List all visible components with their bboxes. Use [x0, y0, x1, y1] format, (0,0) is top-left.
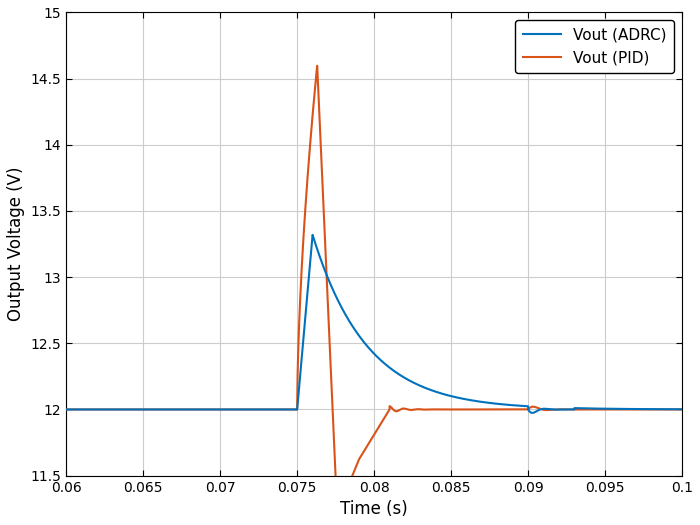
Vout (PID) — [313, 62, 321, 69]
X-axis label: Time (s): Time (s) — [340, 500, 408, 518]
Line: Vout (PID): Vout (PID) — [66, 66, 682, 512]
Vout (PID) — [99, 406, 107, 413]
Vout (ADRC) — [88, 406, 96, 413]
Vout (PID) — [65, 406, 74, 413]
Vout (PID) — [88, 406, 96, 413]
Vout (ADRC) — [678, 406, 686, 413]
Vout (PID) — [62, 406, 71, 413]
Line: Vout (ADRC): Vout (ADRC) — [66, 235, 682, 413]
Vout (ADRC) — [528, 410, 536, 416]
Vout (ADRC) — [309, 232, 317, 238]
Legend: Vout (ADRC), Vout (PID): Vout (ADRC), Vout (PID) — [515, 20, 674, 73]
Vout (ADRC) — [183, 406, 191, 413]
Vout (PID) — [363, 443, 372, 449]
Vout (ADRC) — [62, 406, 71, 413]
Vout (PID) — [645, 406, 654, 413]
Vout (PID) — [183, 406, 191, 413]
Vout (ADRC) — [99, 406, 107, 413]
Vout (ADRC) — [363, 343, 372, 350]
Vout (ADRC) — [645, 406, 654, 412]
Vout (PID) — [678, 406, 686, 413]
Vout (ADRC) — [65, 406, 74, 413]
Y-axis label: Output Voltage (V): Output Voltage (V) — [7, 167, 25, 321]
Vout (PID) — [333, 509, 342, 516]
